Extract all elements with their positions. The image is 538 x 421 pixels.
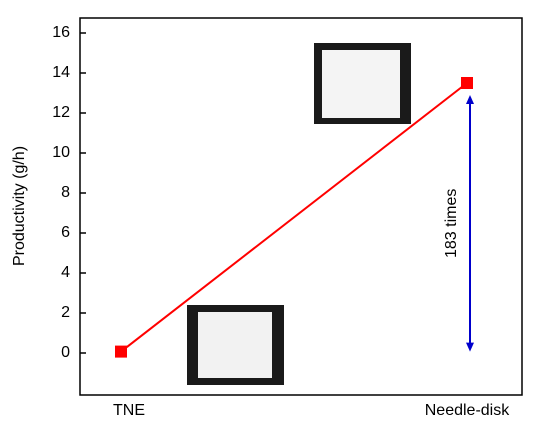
y-tick-label: 14 (52, 64, 70, 81)
annotation: 183 times (443, 189, 460, 258)
y-axis-label: Productivity (g/h) (11, 146, 28, 266)
y-tick-label: 8 (61, 184, 70, 201)
y-tick-label: 10 (52, 144, 70, 161)
arrow-head (466, 343, 474, 352)
data-line (121, 83, 467, 352)
x-tick-label: Needle-disk (425, 402, 510, 419)
data-point (461, 77, 473, 89)
photo-needle-disk (314, 43, 411, 124)
chart: Productivity (g/h) 0 2 4 6 8 10 12 14 16 TNE Needl… (0, 0, 538, 421)
y-tick-label: 12 (52, 104, 70, 121)
photo-tne (187, 305, 284, 385)
arrow-head (466, 95, 474, 104)
data-point (115, 346, 127, 358)
y-tick-label: 0 (61, 344, 70, 361)
y-tick-label: 6 (61, 224, 70, 241)
y-tick-label: 2 (61, 304, 70, 321)
y-tick-label: 16 (52, 24, 70, 41)
x-tick-label: TNE (113, 402, 145, 419)
y-tick-label: 4 (61, 264, 70, 281)
